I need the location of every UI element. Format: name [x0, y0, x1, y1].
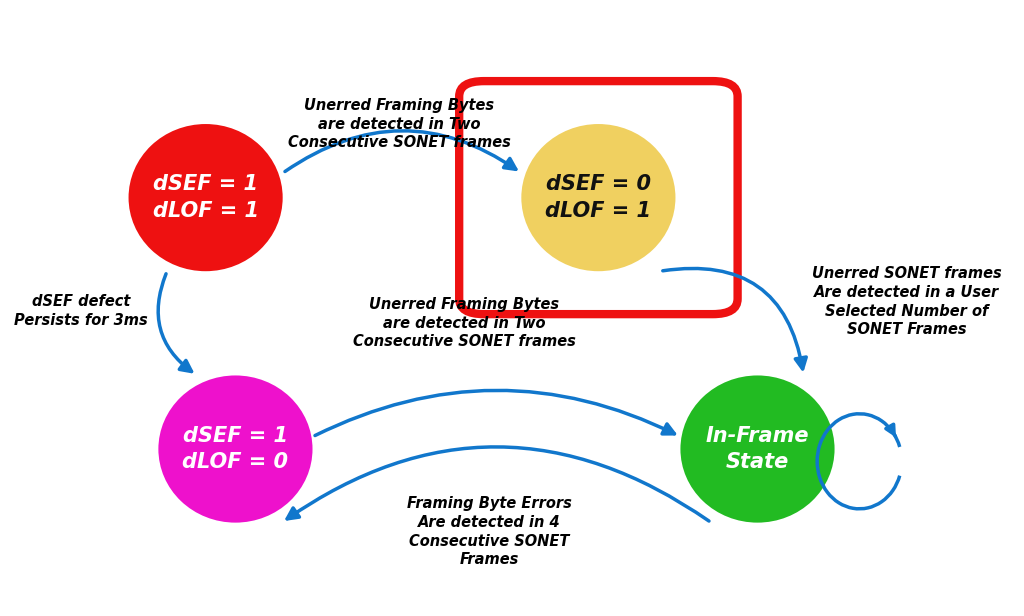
Text: In-Frame
State: In-Frame State — [706, 426, 809, 472]
FancyBboxPatch shape — [459, 81, 737, 314]
Text: Framing Byte Errors
Are detected in 4
Consecutive SONET
Frames: Framing Byte Errors Are detected in 4 Co… — [407, 496, 571, 567]
Ellipse shape — [159, 376, 312, 522]
Ellipse shape — [129, 124, 283, 271]
Text: Unerred Framing Bytes
are detected in Two
Consecutive SONET frames: Unerred Framing Bytes are detected in Tw… — [352, 298, 575, 349]
Text: Unerred SONET frames
Are detected in a User
Selected Number of
SONET Frames: Unerred SONET frames Are detected in a U… — [812, 267, 1001, 338]
Text: Unerred Framing Bytes
are detected in Two
Consecutive SONET frames: Unerred Framing Bytes are detected in Tw… — [288, 98, 511, 150]
Text: dSEF = 0
dLOF = 1: dSEF = 0 dLOF = 1 — [546, 174, 651, 221]
Text: dSEF defect
Persists for 3ms: dSEF defect Persists for 3ms — [14, 294, 148, 328]
Text: dSEF = 1
dLOF = 0: dSEF = 1 dLOF = 0 — [182, 426, 289, 472]
Ellipse shape — [521, 124, 676, 271]
Ellipse shape — [680, 376, 835, 522]
Text: dSEF = 1
dLOF = 1: dSEF = 1 dLOF = 1 — [153, 174, 259, 221]
